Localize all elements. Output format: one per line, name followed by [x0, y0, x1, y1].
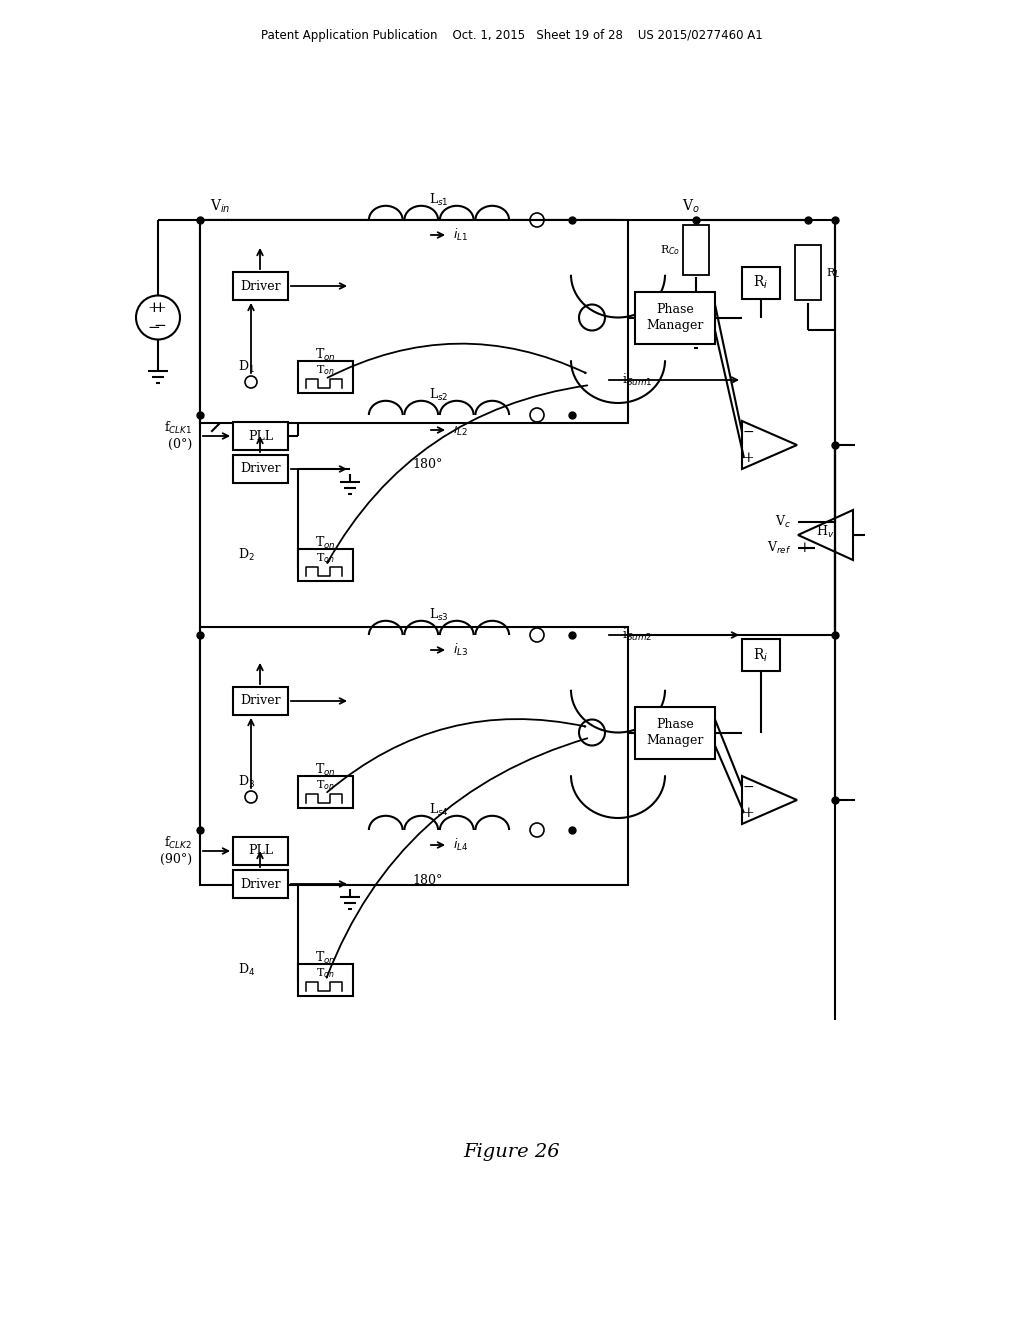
- Text: (0°): (0°): [168, 437, 193, 450]
- Text: T$_{on}$: T$_{on}$: [316, 363, 335, 378]
- Text: Figure 26: Figure 26: [464, 1143, 560, 1162]
- Text: V$_{ref}$: V$_{ref}$: [767, 540, 791, 556]
- Text: T$_{on}$: T$_{on}$: [316, 552, 335, 565]
- Text: R$_{Co}$: R$_{Co}$: [659, 243, 680, 257]
- Text: (90°): (90°): [160, 853, 193, 866]
- Text: +: +: [742, 807, 754, 820]
- Text: C$_o$: C$_o$: [663, 298, 678, 312]
- Text: +: +: [798, 541, 810, 554]
- Text: D$_4$: D$_4$: [238, 962, 255, 978]
- Bar: [298, 360, 353, 393]
- Bar: [795, 246, 821, 300]
- Text: −: −: [742, 780, 754, 795]
- Bar: [200, 627, 628, 884]
- Text: Manager: Manager: [646, 319, 703, 333]
- Text: T$_{on}$: T$_{on}$: [316, 966, 335, 979]
- Text: T$_{on}$: T$_{on}$: [314, 762, 336, 777]
- Text: −: −: [147, 321, 161, 334]
- Text: R$_i$: R$_i$: [754, 647, 769, 664]
- Text: PLL: PLL: [248, 845, 273, 858]
- Text: V$_{in}$: V$_{in}$: [210, 197, 230, 215]
- FancyArrowPatch shape: [328, 385, 587, 562]
- Text: Driver: Driver: [241, 280, 281, 293]
- Text: −: −: [154, 319, 166, 334]
- Text: $i_{L4}$: $i_{L4}$: [453, 837, 468, 853]
- Bar: [683, 224, 709, 275]
- Text: Phase: Phase: [656, 304, 694, 315]
- Text: i$_{Sum2}$: i$_{Sum2}$: [622, 627, 652, 643]
- FancyArrowPatch shape: [327, 719, 586, 792]
- Text: L$_{s1}$: L$_{s1}$: [429, 191, 449, 209]
- Text: T$_{on}$: T$_{on}$: [314, 535, 336, 550]
- Text: L$_{s4}$: L$_{s4}$: [429, 803, 449, 818]
- Text: L$_{s3}$: L$_{s3}$: [429, 607, 449, 623]
- Bar: [298, 549, 353, 581]
- Bar: [635, 706, 715, 759]
- Text: R$_L$: R$_L$: [826, 267, 841, 280]
- Bar: [200, 220, 628, 422]
- Bar: [233, 422, 288, 450]
- Bar: [298, 964, 353, 997]
- Text: 180°: 180°: [413, 874, 443, 887]
- Text: 180°: 180°: [413, 458, 443, 471]
- Bar: [233, 837, 288, 865]
- Text: V$_c$: V$_c$: [775, 513, 791, 531]
- FancyArrowPatch shape: [328, 343, 586, 378]
- Bar: [233, 455, 288, 483]
- Text: T$_{on}$: T$_{on}$: [316, 777, 335, 792]
- Text: −: −: [742, 425, 754, 440]
- Bar: [233, 870, 288, 898]
- Bar: [742, 639, 780, 671]
- Text: L$_{s2}$: L$_{s2}$: [429, 387, 449, 403]
- Text: H$_v$: H$_v$: [816, 524, 835, 540]
- Text: PLL: PLL: [248, 429, 273, 442]
- Text: V$_o$: V$_o$: [682, 197, 700, 215]
- Text: D$_2$: D$_2$: [238, 546, 255, 564]
- Text: T$_{on}$: T$_{on}$: [314, 347, 336, 363]
- Text: Patent Application Publication    Oct. 1, 2015   Sheet 19 of 28    US 2015/02774: Patent Application Publication Oct. 1, 2…: [261, 29, 763, 41]
- Text: D$_1$: D$_1$: [238, 359, 255, 375]
- Text: $i_{L2}$: $i_{L2}$: [453, 422, 468, 438]
- Text: Driver: Driver: [241, 878, 281, 891]
- Text: i$_{Sum1}$: i$_{Sum1}$: [622, 372, 652, 388]
- Text: Driver: Driver: [241, 462, 281, 475]
- Bar: [635, 292, 715, 343]
- Text: Phase: Phase: [656, 718, 694, 731]
- Text: Manager: Manager: [646, 734, 703, 747]
- Text: Driver: Driver: [241, 694, 281, 708]
- Text: +: +: [742, 451, 754, 465]
- Text: R$_i$: R$_i$: [754, 273, 769, 292]
- Text: +: +: [147, 301, 161, 314]
- Bar: [742, 267, 780, 298]
- Text: D$_3$: D$_3$: [238, 774, 255, 791]
- Text: +: +: [154, 301, 166, 315]
- FancyArrowPatch shape: [327, 738, 588, 978]
- Text: $i_{L3}$: $i_{L3}$: [453, 642, 468, 659]
- Text: T$_{on}$: T$_{on}$: [314, 950, 336, 966]
- Text: f$_{CLK1}$: f$_{CLK1}$: [164, 420, 193, 436]
- Bar: [233, 272, 288, 300]
- Bar: [298, 776, 353, 808]
- Text: −: −: [798, 515, 810, 529]
- Text: f$_{CLK2}$: f$_{CLK2}$: [164, 836, 193, 851]
- Bar: [233, 686, 288, 715]
- Text: $i_{L1}$: $i_{L1}$: [453, 227, 468, 243]
